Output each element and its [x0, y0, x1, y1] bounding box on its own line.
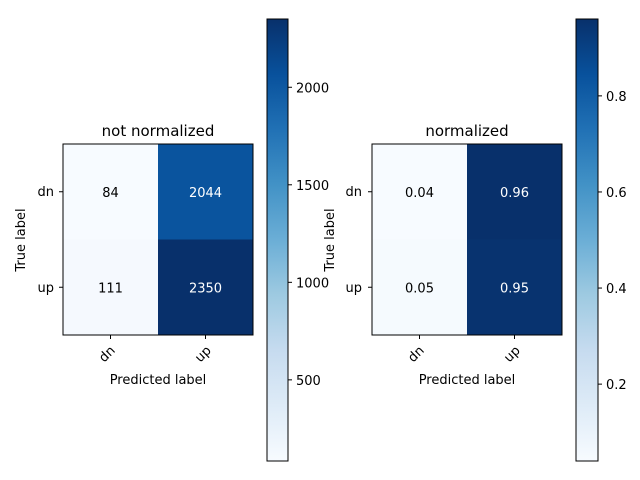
colorbar-tick-label: 0.4 — [606, 282, 627, 297]
cell-value-label: 111 — [98, 281, 123, 296]
y-tick-label-dn: dn — [38, 185, 55, 200]
y-tick-label-dn: dn — [346, 185, 363, 200]
colorbar-ticks: 500 1000 1500 2000 — [288, 81, 329, 389]
colorbar-tick-label: 2000 — [296, 81, 329, 96]
colorbar-tick-label: 1500 — [296, 179, 329, 194]
x-tick-label-dn: dn — [96, 343, 118, 365]
heatmap-cell — [372, 239, 468, 336]
y-axis-label: True label — [14, 208, 29, 272]
colorbar: 500 1000 1500 2000 — [266, 18, 329, 462]
x-tick-label-up: up — [501, 343, 523, 365]
tick-marks — [368, 191, 515, 339]
y-axis-label: True label — [323, 208, 338, 272]
heatmap-cell — [372, 144, 468, 240]
colorbar-ticks: 0.2 0.4 0.6 0.8 — [598, 90, 627, 393]
chart-title: normalized — [425, 122, 508, 140]
cells: 0.04 0.96 0.05 0.95 — [372, 144, 563, 336]
heatmap-cell — [467, 239, 563, 336]
heatmap-panel-not-normalized: not normalized 84 2044 111 2350 dn up dn up… — [14, 18, 329, 462]
cell-value-label: 0.96 — [500, 186, 529, 201]
cell-value-label: 2350 — [189, 281, 222, 296]
colorbar-gradient — [576, 19, 598, 461]
x-axis-label: Predicted label — [110, 373, 207, 388]
y-tick-label-up: up — [346, 281, 363, 296]
heatmap-cell — [63, 144, 159, 240]
heatmap-cell — [63, 239, 159, 336]
cell-value-label: 0.95 — [500, 281, 529, 296]
heatmap-cell — [467, 144, 563, 240]
chart-title: not normalized — [102, 122, 215, 140]
y-tick-label-up: up — [38, 281, 55, 296]
x-axis-label: Predicted label — [419, 373, 516, 388]
colorbar-tick-label: 1000 — [296, 276, 329, 291]
plot-frame — [371, 143, 563, 336]
cell-value-label: 2044 — [189, 186, 222, 201]
x-tick-label-up: up — [192, 343, 214, 365]
colorbar: 0.2 0.4 0.6 0.8 — [575, 18, 627, 462]
cell-value-label: 0.04 — [405, 186, 434, 201]
cell-value-label: 0.05 — [405, 281, 434, 296]
colorbar-tick-label: 0.8 — [606, 90, 627, 105]
colorbar-tick-label: 0.6 — [606, 186, 627, 201]
cell-value-label: 84 — [102, 186, 119, 201]
cells: 84 2044 111 2350 — [63, 144, 254, 336]
colorbar-gradient — [267, 19, 288, 461]
plot-frame — [62, 143, 254, 336]
tick-marks — [59, 191, 206, 339]
colorbar-frame — [575, 18, 599, 462]
heatmap-cell — [158, 239, 254, 336]
colorbar-tick-label: 0.2 — [606, 378, 627, 393]
heatmap-cell — [158, 144, 254, 240]
colorbar-frame — [266, 18, 289, 462]
x-tick-label-dn: dn — [405, 343, 427, 365]
heatmap-panel-normalized: normalized 0.04 0.960.05 0.95 dn up dn up … — [323, 18, 627, 462]
colorbar-tick-label: 500 — [296, 374, 321, 389]
